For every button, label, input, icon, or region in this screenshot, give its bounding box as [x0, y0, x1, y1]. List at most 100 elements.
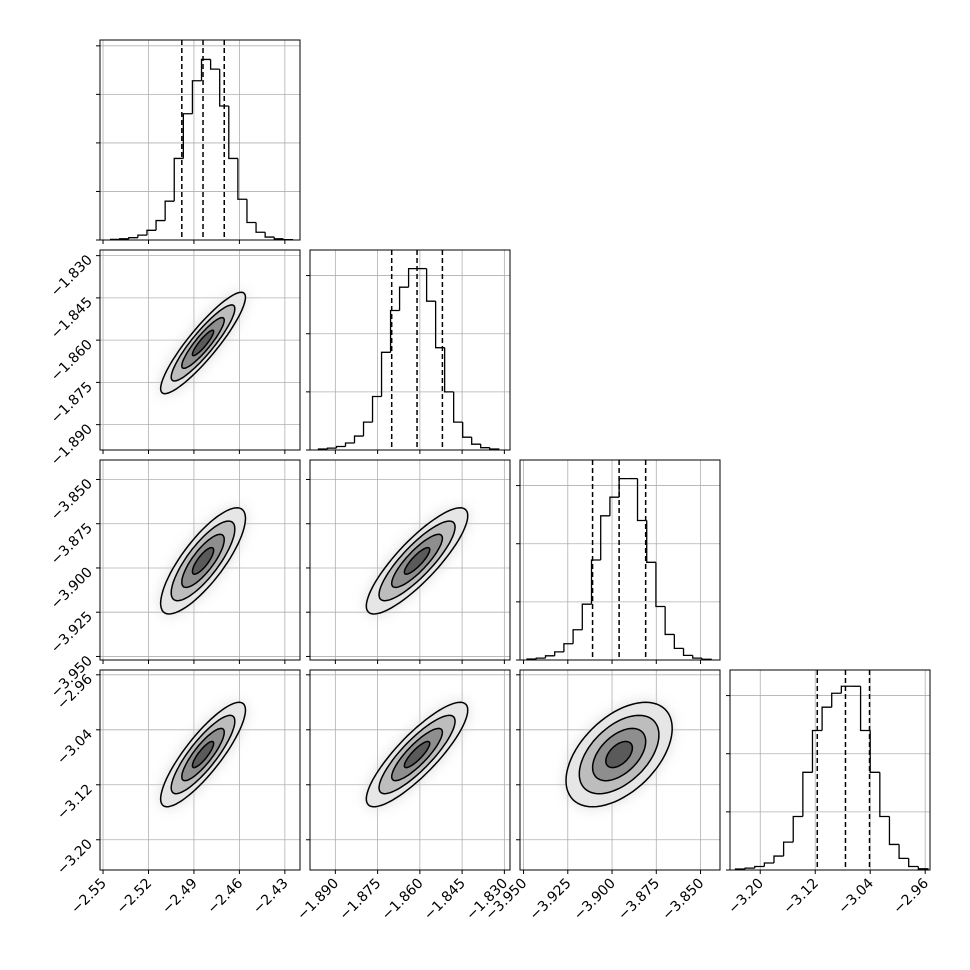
histogram-bin [840, 685, 851, 694]
histogram-bin [879, 772, 890, 818]
histogram-bin [859, 686, 871, 732]
panel-frame [99, 669, 301, 871]
y-tick-label: −1.875 [48, 379, 96, 427]
x-tick-label: −2.43 [250, 876, 292, 918]
histogram-bin [673, 634, 684, 650]
panel-frame [519, 669, 721, 871]
histogram-bin [792, 815, 803, 843]
histogram-bin [182, 113, 193, 159]
histogram-bin [609, 496, 620, 516]
histogram-bin [782, 841, 794, 857]
x-tick-label: −3.20 [725, 876, 767, 918]
histogram-bin [335, 445, 346, 449]
histogram-bin [353, 435, 364, 444]
histogram-bin [544, 655, 555, 659]
histogram-bin [636, 478, 647, 522]
x-tick-label: −1.890 [294, 876, 342, 924]
histogram-bin [773, 855, 784, 864]
x-tick-label: −2.96 [890, 875, 932, 917]
histogram-bin [237, 158, 247, 200]
histogram-bin [811, 729, 823, 773]
x-tick-label: −2.49 [159, 876, 201, 918]
panel-frame [309, 249, 511, 451]
y-tick-label: −3.925 [48, 609, 96, 657]
histogram-bin [219, 69, 229, 107]
histogram-bin [173, 157, 184, 202]
histogram-bin [744, 867, 755, 870]
histogram-bin [898, 844, 909, 860]
contour [191, 546, 215, 575]
y-tick-label: −3.850 [48, 476, 96, 524]
histogram-bin [326, 447, 337, 450]
contour-group [365, 701, 469, 808]
histogram-bin [888, 816, 900, 846]
histogram-bin [581, 603, 592, 630]
histogram-bin [264, 232, 275, 238]
contour-group [365, 507, 469, 615]
panel-frame [99, 249, 301, 451]
histogram-bin [535, 657, 546, 660]
histogram-bin [821, 706, 832, 731]
contour-group [565, 701, 673, 808]
contour-group [159, 507, 247, 615]
histogram-bin [554, 651, 564, 656]
x-tick-label: −2.52 [114, 876, 156, 918]
histogram-bin [371, 395, 382, 423]
contour [403, 546, 431, 575]
histogram-bin [246, 199, 257, 224]
y-tick-label: −1.890 [48, 421, 96, 469]
x-tick-label: −1.875 [336, 876, 384, 924]
histogram-bin [590, 559, 601, 605]
histogram-bin [255, 222, 266, 233]
histogram-bin [128, 237, 138, 239]
histogram-bin [471, 437, 481, 445]
x-tick-label: −3.925 [527, 876, 575, 924]
histogram-bin [164, 200, 175, 221]
panel-frame [729, 669, 931, 871]
x-tick-label: −3.875 [615, 876, 663, 924]
histogram-bin [869, 730, 880, 773]
histogram-bin [572, 629, 583, 644]
panel-frame [309, 669, 511, 871]
contour [605, 740, 634, 769]
histogram-bin [155, 219, 166, 231]
histogram-bin [228, 106, 238, 160]
panel-frame [519, 459, 721, 661]
contour [191, 740, 215, 769]
histogram-bin [443, 347, 454, 393]
histogram-bin [119, 238, 129, 240]
histogram-bin [802, 771, 813, 817]
histogram-bin [831, 692, 842, 708]
y-tick-label: −3.20 [54, 836, 96, 878]
y-tick-label: −3.04 [54, 726, 96, 768]
histogram-bin [380, 351, 391, 397]
panel-frame [99, 459, 301, 661]
histogram-bin [917, 866, 929, 870]
histogram-bin [480, 444, 490, 449]
histogram-bin [763, 862, 774, 867]
histogram-bin [209, 59, 220, 70]
contour-group [159, 701, 247, 808]
y-tick-label: −1.860 [48, 337, 96, 385]
histogram-bin [908, 858, 919, 868]
histogram-bin [682, 648, 693, 656]
x-tick-label: −3.04 [835, 875, 877, 917]
histogram-bin [398, 286, 409, 311]
x-tick-label: −2.55 [68, 876, 110, 918]
y-tick-label: −3.900 [48, 564, 96, 612]
histogram-bin [407, 267, 418, 288]
panel-frame [309, 459, 511, 661]
histogram-bin [563, 643, 574, 652]
panel-frame [99, 39, 301, 241]
histogram-bin [200, 58, 211, 81]
contour [403, 740, 431, 769]
histogram-bin [646, 520, 656, 563]
histogram-bin [664, 606, 675, 636]
histogram-bin [754, 865, 765, 869]
y-tick-label: −1.830 [48, 252, 96, 300]
histogram-bin [191, 80, 202, 114]
histogram-bin [618, 477, 629, 498]
x-tick-label: −1.860 [379, 876, 427, 924]
